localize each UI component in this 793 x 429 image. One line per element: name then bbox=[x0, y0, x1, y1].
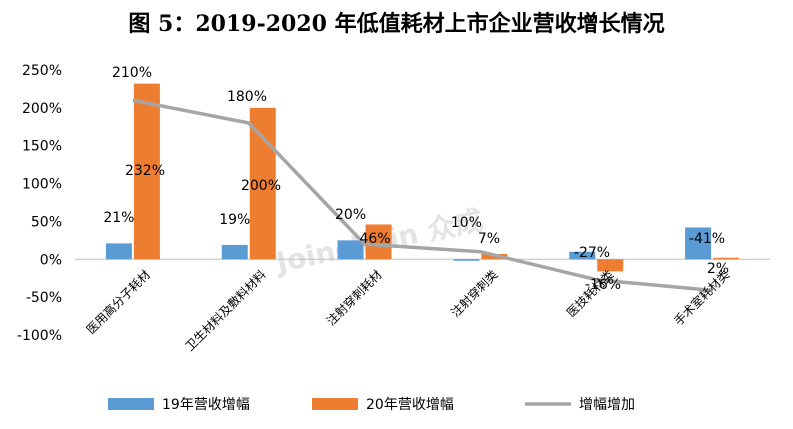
bar-series-20 bbox=[133, 83, 160, 260]
bar-series-19 bbox=[105, 243, 132, 260]
x-category-label: 卫生材料及敷料材料 bbox=[182, 267, 269, 354]
x-category-label: 手术室耗材类 bbox=[671, 267, 733, 329]
data-label-19: 21% bbox=[103, 210, 134, 226]
x-category-label: 注射穿刺类 bbox=[447, 267, 500, 320]
x-category-label: 注射穿刺耗材 bbox=[323, 267, 385, 329]
legend-label: 增幅增加 bbox=[579, 397, 635, 413]
x-category-label: 医用高分子耗材 bbox=[83, 267, 153, 337]
legend-label: 19年营收增幅 bbox=[162, 397, 250, 413]
y-tick-label: 200% bbox=[22, 101, 62, 117]
bar-series-19 bbox=[221, 244, 248, 260]
bar-series-20 bbox=[249, 107, 276, 260]
bar-series-19 bbox=[337, 240, 364, 260]
legend-swatch bbox=[108, 398, 154, 410]
y-tick-label: 150% bbox=[22, 139, 62, 155]
bar-series-20 bbox=[597, 259, 624, 272]
data-label-20: -16% bbox=[585, 277, 621, 293]
data-label-increase: -41% bbox=[689, 231, 725, 247]
y-tick-label: 0% bbox=[40, 252, 62, 268]
data-label-19: 20% bbox=[335, 207, 366, 223]
data-label-20: 200% bbox=[241, 178, 281, 194]
data-label-increase: 210% bbox=[112, 65, 152, 81]
data-label-20: 7% bbox=[478, 231, 500, 247]
y-tick-label: 50% bbox=[31, 214, 62, 230]
y-tick-label: 100% bbox=[22, 177, 62, 193]
data-label-20: 2% bbox=[707, 261, 729, 277]
y-tick-label: 250% bbox=[22, 63, 62, 79]
data-label-increase: -27% bbox=[574, 245, 610, 261]
y-tick-label: -50% bbox=[26, 290, 62, 306]
line-series-increase bbox=[132, 98, 713, 293]
legend-label: 20年营收增幅 bbox=[366, 397, 454, 413]
bar-series-19 bbox=[569, 251, 596, 260]
data-label-19: 10% bbox=[451, 215, 482, 231]
legend-swatch bbox=[312, 398, 358, 410]
y-tick-label: -100% bbox=[17, 328, 62, 344]
bar-series-20 bbox=[713, 257, 740, 260]
bar-series-19 bbox=[453, 259, 480, 261]
bar-series-19 bbox=[685, 227, 712, 260]
data-label-20: 232% bbox=[125, 163, 165, 179]
data-label-20: 46% bbox=[359, 231, 390, 247]
data-label-increase: 180% bbox=[227, 89, 267, 105]
chart-title: 图 5：2019-2020 年低值耗材上市企业营收增长情况 bbox=[128, 11, 665, 37]
bar-series-20 bbox=[365, 224, 392, 260]
data-label-19: 19% bbox=[219, 212, 250, 228]
